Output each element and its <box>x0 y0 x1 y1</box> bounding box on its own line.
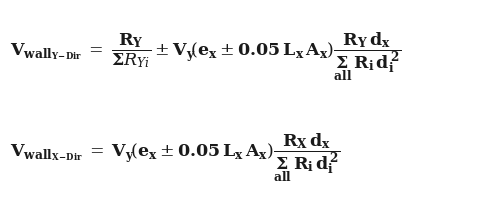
Text: $\mathbf{V}_{\mathbf{wall}_{\mathbf{Y\!-\!Dir}}} \;=\; \dfrac{\mathbf{R_Y}}{\bol: $\mathbf{V}_{\mathbf{wall}_{\mathbf{Y\!-… <box>10 30 401 83</box>
Text: $\mathbf{V}_{\mathbf{wall}_{\mathbf{X\!-\!Dir}}} \;=\; \mathbf{V_y}\!\left(\math: $\mathbf{V}_{\mathbf{wall}_{\mathbf{X\!-… <box>10 131 340 184</box>
